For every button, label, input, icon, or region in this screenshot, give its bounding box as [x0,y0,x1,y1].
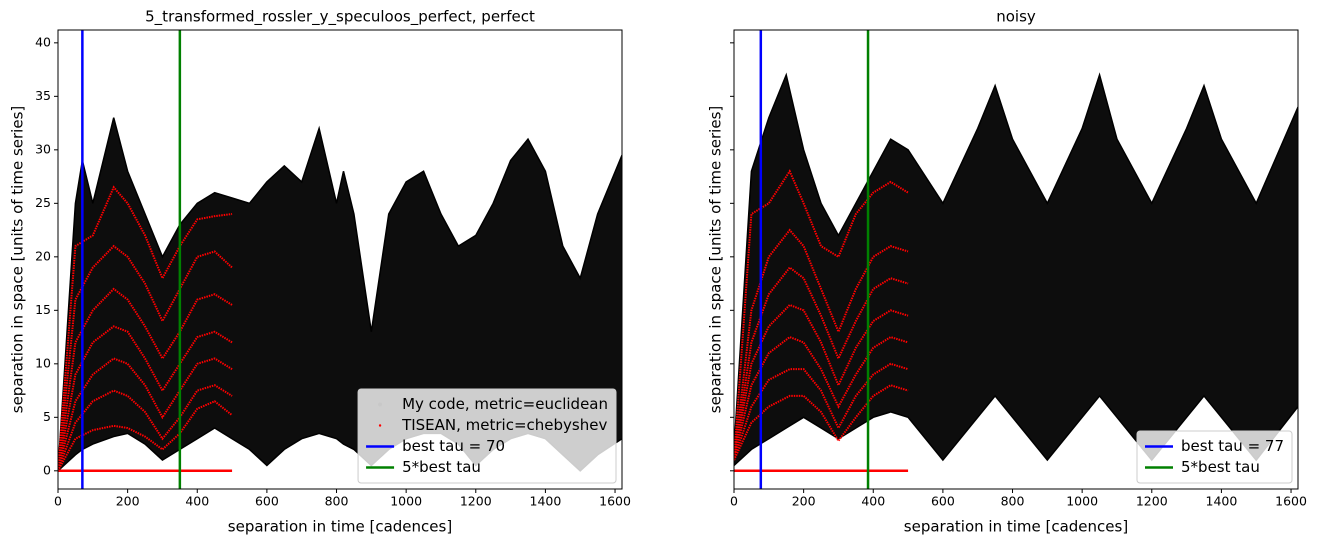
x-tick-label: 800 [325,494,349,509]
tisean-curve [734,384,909,461]
y-tick-label: 30 [35,141,51,156]
legend-label: 5*best tau [402,458,481,476]
legend-label: My code, metric=euclidean [402,395,608,413]
y-tick-label: 25 [35,195,51,210]
x-tick-label: 1200 [460,494,492,509]
legend: best tau = 77 5*best tau [1136,430,1293,484]
x-tick-label: 1600 [1275,494,1307,509]
y-tick-label: 35 [35,88,51,103]
x-tick-label: 400 [861,494,885,509]
tisean-curve [58,325,233,471]
legend-box [357,388,617,484]
subplot: 0 200 400 600 800 1000 1200 1400 1600 0 5 10 15 20 25 3… [9,8,631,536]
y-axis-label: separation in space [units of time serie… [9,106,27,414]
x-tick-label: 1200 [1136,494,1168,509]
tisean-curve [58,287,233,471]
y-tick-label: 20 [35,248,51,263]
x-axis-label: separation in time [cadences] [904,518,1128,536]
x-tick-label: 1600 [599,494,631,509]
tisean-curve [734,169,909,461]
legend-swatch [378,424,382,427]
subplot: 0 200 400 600 800 1000 1200 1400 1600 noisy separa… [707,8,1307,536]
x-tick-label: 1400 [1206,494,1238,509]
tisean-curve [734,228,909,461]
x-tick-label: 200 [792,494,816,509]
tisean-curve [58,185,233,471]
cloud-upper [58,117,622,471]
cloud-fill [58,117,622,471]
plot-area [58,30,622,489]
x-tick-label: 800 [1001,494,1025,509]
tisean-curve [734,362,909,461]
x-tick-label: 600 [931,494,955,509]
y-tick-label: 0 [43,462,51,477]
x-tick-label: 600 [255,494,279,509]
cloud-upper [734,72,1298,450]
tisean-curve [734,266,909,461]
x-tick-label: 400 [185,494,209,509]
subplot-title: 5_transformed_rossler_y_speculoos_perfec… [145,8,535,27]
legend-label: best tau = 70 [402,437,505,455]
plot-area [734,30,1298,489]
tisean-curve [734,335,909,461]
x-axis-label: separation in time [cadences] [228,518,452,536]
legend-swatch [378,402,383,407]
x-tick-label: 200 [116,494,140,509]
axes-frame [57,29,623,490]
legend-box [1136,430,1293,484]
x-tick-label: 0 [54,494,62,509]
tisean-curve [58,400,233,472]
x-tick-label: 1000 [390,494,422,509]
legend-label: TISEAN, metric=chebyshev [401,416,607,434]
y-tick-label: 10 [35,355,51,370]
x-tick-label: 1000 [1066,494,1098,509]
tisean-curve [734,303,909,461]
y-tick-label: 40 [35,34,51,49]
y-tick-label: 5 [43,409,51,424]
legend: My code, metric=euclidean TISEAN, metric=… [357,388,617,484]
tisean-curve [58,357,233,472]
axes-frame [733,29,1299,490]
y-axis-label: separation in space [units of time serie… [707,106,725,414]
cloud-lower [734,394,1298,467]
x-tick-label: 1400 [530,494,562,509]
y-tick-label: 15 [35,302,51,317]
cloud-fill [734,74,1298,466]
legend-label: 5*best tau [1181,458,1260,476]
tisean-curve [58,244,233,471]
legend-label: best tau = 77 [1181,437,1284,455]
subplot-title: noisy [996,8,1036,26]
x-tick-label: 0 [730,494,738,509]
tisean-curve [58,384,233,472]
